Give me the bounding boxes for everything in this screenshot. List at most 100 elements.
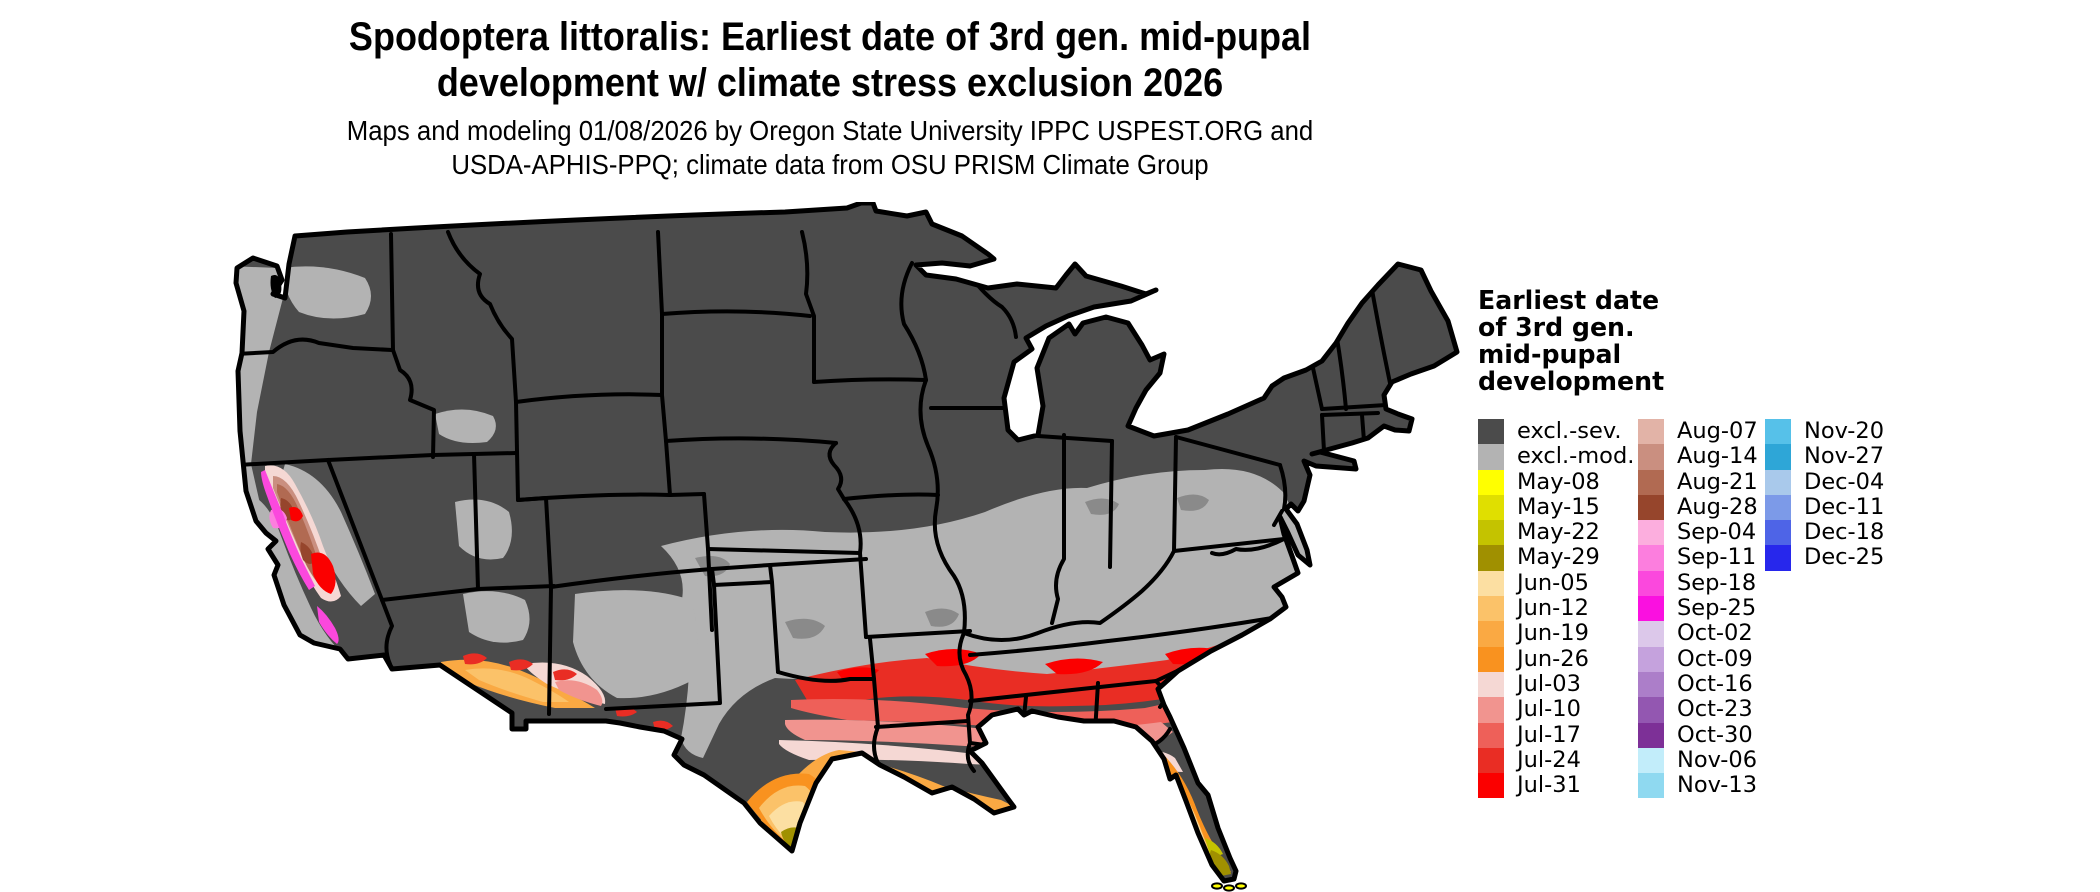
legend-swatch (1478, 722, 1504, 748)
border-tx-nm (604, 583, 722, 711)
legend-entry: Oct-02 (1638, 621, 1758, 647)
legend-column-2: Aug-07 Aug-14 Aug-21 Aug-28 Sep-04 Sep-11 Sep-… (1638, 418, 1758, 799)
blue-dot (324, 649, 331, 656)
border-sd-ne (664, 436, 838, 445)
legend-entry: Oct-23 (1638, 696, 1758, 723)
legend-swatch (1765, 494, 1791, 521)
arizona-salmon (555, 680, 603, 706)
legend-title-line: development (1478, 367, 1665, 397)
border-mt-wy (514, 392, 664, 404)
puget-sound (270, 275, 282, 298)
border-co-nm (549, 567, 714, 589)
legend-label: excl.-mod. (1517, 443, 1635, 470)
magenta-fringe (261, 470, 315, 590)
legend-entry: Jun-12 (1478, 595, 1634, 622)
legend-entry: Oct-16 (1638, 671, 1758, 698)
page-title-line2: development w/ climate stress exclusion … (436, 61, 1224, 106)
border-red-river (776, 670, 876, 683)
region-nevada-utah-gray (455, 499, 512, 560)
legend-swatch (1478, 621, 1504, 647)
border-mn-west (800, 230, 816, 384)
border-ny-ct (1320, 413, 1326, 453)
legend-label: Jul-17 (1517, 721, 1581, 748)
red-fringe (553, 669, 577, 681)
legend-label: Dec-11 (1804, 493, 1885, 520)
legend-label: May-08 (1517, 468, 1600, 495)
legend-entry: Nov-27 (1765, 443, 1885, 470)
legend-swatch (1638, 697, 1664, 723)
border-id-wy-ut (514, 400, 520, 502)
page-subtitle-line2: USDA-APHIS-PPQ; climate data from OSU PR… (451, 149, 1209, 181)
legend-entry: Jul-31 (1478, 772, 1634, 799)
legend-swatch (1478, 596, 1504, 622)
magenta-fringe (317, 606, 339, 644)
legend-entry: May-29 (1478, 545, 1634, 571)
legend-entry: Dec-04 (1765, 469, 1884, 495)
border-wy-co-ne (516, 492, 706, 502)
legend-swatch (1638, 747, 1664, 774)
legend-title-line: of 3rd gen. (1478, 313, 1635, 343)
border-tn-south (968, 679, 1158, 703)
legend-label: excl.-sev. (1517, 418, 1622, 444)
legend-entry: Aug-14 (1638, 443, 1758, 470)
legend-entry: May-08 (1478, 468, 1634, 495)
risk-color-regions (236, 266, 1311, 876)
border-mississippi-upper (918, 378, 967, 635)
blotch-jul31 (1045, 658, 1103, 675)
legend-entry: excl.-mod. (1478, 443, 1635, 470)
valley-brown-dark (300, 542, 315, 564)
border-nv-az (380, 587, 480, 602)
border-il-in (1050, 433, 1066, 625)
region-snake-plain-gray (435, 409, 496, 443)
legend-label: Nov-27 (1804, 443, 1885, 470)
key-dot (1211, 882, 1223, 890)
border-ma-north (1320, 403, 1388, 411)
legend-label: Aug-21 (1677, 468, 1758, 495)
olive-florida-south (1209, 850, 1231, 876)
legend-label: Jun-05 (1517, 569, 1589, 596)
legend-entry: Jul-10 (1478, 696, 1634, 723)
legend-swatch (1478, 469, 1504, 495)
legend-entry: Dec-25 (1765, 545, 1884, 571)
legend-title-line: Earliest date (1478, 286, 1660, 316)
border-ok-ar (868, 637, 876, 681)
border-mo-west (842, 497, 868, 639)
legend-label: Sep-25 (1677, 595, 1757, 622)
legend-label: Aug-07 (1677, 418, 1758, 444)
legend-entry: Aug-07 (1638, 418, 1758, 445)
legend-label: Jun-19 (1517, 620, 1589, 647)
border-az-nm (547, 585, 553, 716)
legend-swatch (1638, 671, 1664, 698)
border-oh-pa (1172, 435, 1178, 553)
border-va-nc (1106, 615, 1280, 643)
legend-column-3: Nov-20 Nov-27 Dec-04 Dec-11 Dec-18 Dec-25 (1765, 418, 1885, 571)
key-dot (1235, 882, 1247, 890)
legend-swatch (1765, 469, 1791, 495)
legend-swatch (1478, 773, 1504, 799)
legend-swatch (1638, 469, 1664, 495)
legend-swatch (1478, 520, 1504, 546)
region-new-mexico-gray (573, 590, 698, 699)
legend-swatch (1638, 419, 1664, 445)
legend-swatch (1638, 621, 1664, 647)
region-south-band-gray (661, 468, 1311, 758)
legend-entry: Jun-19 (1478, 620, 1634, 647)
florida-keys (1211, 882, 1247, 892)
legend-entry: May-15 (1478, 494, 1634, 521)
legend-swatch (1638, 646, 1664, 672)
purple-dot (333, 653, 343, 664)
legend-entry: Sep-11 (1638, 545, 1758, 571)
legend-entry: Jul-03 (1478, 671, 1634, 698)
border-mn-wi (899, 261, 928, 382)
border-or-id (391, 348, 436, 459)
page-title-line1: Spodoptera littoralis: Earliest date of … (348, 15, 1312, 59)
legend-label: Dec-18 (1804, 519, 1885, 546)
gray-speckle (925, 608, 959, 627)
legend-label: Aug-14 (1677, 443, 1758, 470)
legend-entry: Aug-21 (1638, 468, 1758, 495)
legend-label: Jul-24 (1517, 746, 1581, 773)
legend-entry: Jul-17 (1478, 721, 1634, 748)
border-ne-ks (706, 547, 862, 555)
border-id-mt (446, 230, 518, 404)
gray-speckle (785, 618, 825, 639)
